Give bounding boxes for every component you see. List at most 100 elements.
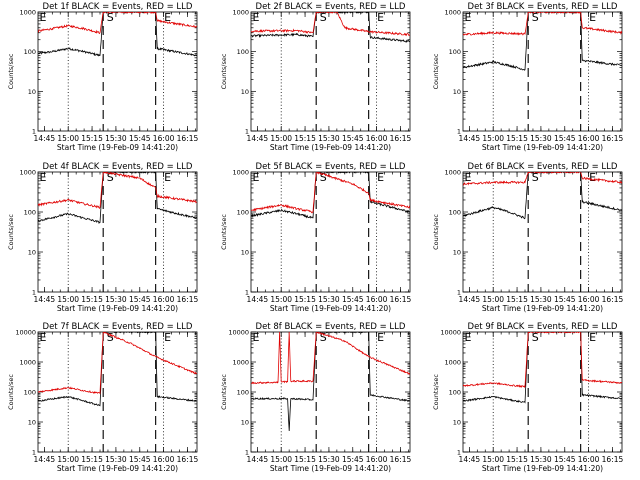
events-series-line bbox=[463, 12, 622, 71]
x-axis-label: Start Time (19-Feb-09 14:41:20) bbox=[482, 143, 603, 152]
x-tick-label: 14:45 bbox=[459, 455, 481, 464]
x-tick-label: 14:45 bbox=[34, 134, 56, 143]
panel-title: Det 4f BLACK = Events, RED = LLD bbox=[43, 162, 193, 172]
plot-frame bbox=[250, 171, 411, 293]
x-axis-label: Start Time (19-Feb-09 14:41:20) bbox=[270, 304, 391, 313]
x-axis-label: Start Time (19-Feb-09 14:41:20) bbox=[57, 304, 178, 313]
x-tick-label: 15:30 bbox=[318, 295, 340, 304]
y-tick-label: 10 bbox=[28, 88, 36, 96]
segment-marker: S bbox=[107, 11, 114, 24]
x-tick-label: 15:45 bbox=[129, 455, 151, 464]
y-tick-label: 100 bbox=[237, 209, 249, 217]
y-tick-label: 1000 bbox=[444, 169, 461, 177]
lld-series-line bbox=[251, 332, 410, 385]
x-tick-label: 15:45 bbox=[129, 295, 151, 304]
y-axis-label: Counts/sec bbox=[7, 214, 15, 250]
y-tick-label: 10 bbox=[28, 249, 36, 257]
segment-marker: E bbox=[40, 331, 47, 344]
lld-series-line bbox=[463, 332, 622, 388]
x-tick-label: 14:45 bbox=[247, 455, 269, 464]
segment-marker: E bbox=[164, 11, 171, 24]
events-series-line bbox=[463, 332, 622, 404]
segment-marker: E bbox=[465, 331, 472, 344]
y-axis-label: Counts/sec bbox=[7, 53, 15, 89]
y-tick-label: 1 bbox=[32, 449, 36, 457]
x-tick-label: 14:45 bbox=[459, 134, 481, 143]
segment-marker: S bbox=[532, 331, 539, 344]
lld-series-line bbox=[251, 12, 410, 37]
y-tick-label: 1000 bbox=[444, 9, 461, 17]
x-axis-label: Start Time (19-Feb-09 14:41:20) bbox=[57, 464, 178, 473]
events-series-line bbox=[251, 332, 410, 432]
y-axis-label: Counts/sec bbox=[220, 214, 228, 250]
events-series-line bbox=[251, 12, 410, 43]
panel-title: Det 8f BLACK = Events, RED = LLD bbox=[256, 322, 406, 332]
segment-marker: E bbox=[589, 331, 596, 344]
x-tick-label: 16:00 bbox=[578, 134, 600, 143]
segment-marker: S bbox=[107, 171, 114, 184]
x-tick-label: 15:00 bbox=[57, 134, 79, 143]
y-tick-label: 1000 bbox=[232, 9, 249, 17]
segment-marker: S bbox=[107, 331, 114, 344]
x-axis-label: Start Time (19-Feb-09 14:41:20) bbox=[482, 304, 603, 313]
x-tick-label: 16:15 bbox=[602, 295, 624, 304]
x-tick-label: 16:00 bbox=[153, 295, 175, 304]
y-tick-label: 10 bbox=[241, 88, 249, 96]
x-tick-label: 16:15 bbox=[177, 295, 199, 304]
x-tick-label: 15:15 bbox=[294, 455, 316, 464]
y-tick-label: 1000 bbox=[232, 359, 249, 367]
x-tick-label: 15:15 bbox=[81, 134, 103, 143]
x-tick-label: 16:00 bbox=[366, 134, 388, 143]
x-tick-label: 14:45 bbox=[34, 295, 56, 304]
lld-series-line bbox=[38, 12, 197, 35]
x-axis-label: Start Time (19-Feb-09 14:41:20) bbox=[270, 464, 391, 473]
x-tick-label: 15:45 bbox=[342, 455, 364, 464]
x-tick-label: 14:45 bbox=[247, 295, 269, 304]
y-tick-label: 10 bbox=[28, 419, 36, 427]
y-tick-label: 100 bbox=[449, 48, 461, 56]
y-tick-label: 1 bbox=[245, 289, 249, 297]
y-tick-label: 10000 bbox=[440, 329, 461, 337]
x-axis-label: Start Time (19-Feb-09 14:41:20) bbox=[482, 464, 603, 473]
y-tick-label: 10000 bbox=[15, 329, 36, 337]
y-tick-label: 1 bbox=[245, 128, 249, 136]
y-axis-label: Counts/sec bbox=[7, 374, 15, 410]
y-tick-label: 1 bbox=[32, 289, 36, 297]
events-series-line bbox=[38, 332, 197, 407]
segment-marker: S bbox=[532, 171, 539, 184]
y-tick-label: 1000 bbox=[19, 9, 36, 17]
y-tick-label: 1000 bbox=[444, 359, 461, 367]
panel-title: Det 6f BLACK = Events, RED = LLD bbox=[468, 162, 618, 172]
x-axis-label: Start Time (19-Feb-09 14:41:20) bbox=[57, 143, 178, 152]
x-tick-label: 15:00 bbox=[57, 455, 79, 464]
x-tick-label: 14:45 bbox=[247, 134, 269, 143]
x-tick-label: 16:00 bbox=[366, 455, 388, 464]
x-tick-label: 15:30 bbox=[530, 295, 552, 304]
y-axis-label: Counts/sec bbox=[432, 214, 440, 250]
plot-frame bbox=[250, 11, 411, 132]
segment-marker: E bbox=[465, 11, 472, 24]
x-tick-label: 15:15 bbox=[506, 455, 528, 464]
x-tick-label: 15:30 bbox=[530, 455, 552, 464]
x-tick-label: 16:00 bbox=[578, 455, 600, 464]
panel-det-2: Det 2f BLACK = Events, RED = LLD 1 10 100 10… bbox=[220, 2, 411, 152]
x-tick-label: 15:00 bbox=[482, 455, 504, 464]
panel-det-5: Det 5f BLACK = Events, RED = LLD 1 10 100 10… bbox=[220, 162, 411, 313]
x-tick-label: 15:45 bbox=[554, 455, 576, 464]
x-tick-label: 15:30 bbox=[105, 134, 127, 143]
x-tick-label: 14:45 bbox=[459, 295, 481, 304]
x-tick-label: 15:45 bbox=[342, 134, 364, 143]
y-tick-label: 100 bbox=[449, 209, 461, 217]
y-tick-label: 1000 bbox=[232, 169, 249, 177]
x-tick-label: 15:15 bbox=[81, 455, 103, 464]
x-tick-label: 15:30 bbox=[318, 134, 340, 143]
segment-marker: S bbox=[320, 171, 327, 184]
y-axis-label: Counts/sec bbox=[220, 374, 228, 410]
y-tick-label: 10 bbox=[453, 88, 461, 96]
x-tick-label: 15:45 bbox=[129, 134, 151, 143]
segment-marker: E bbox=[589, 171, 596, 184]
panel-det-8: Det 8f BLACK = Events, RED = LLD 1 10 100 10… bbox=[220, 322, 411, 473]
segment-marker: E bbox=[253, 331, 260, 344]
segment-marker: S bbox=[532, 11, 539, 24]
